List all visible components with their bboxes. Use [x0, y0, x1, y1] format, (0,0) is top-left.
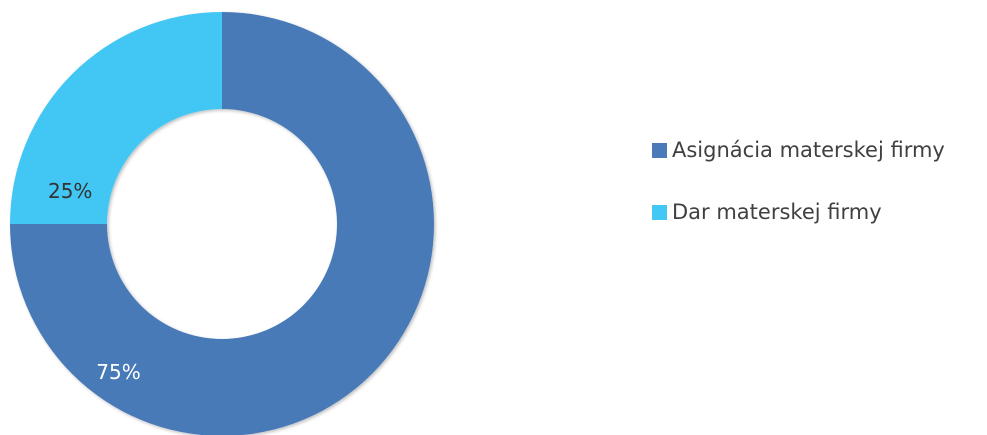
legend-label-dar: Dar materskej firmy — [672, 200, 882, 224]
legend-item-asignacia: Asignácia materskej firmy — [652, 135, 945, 165]
slice-dar — [10, 12, 222, 224]
legend-item-dar: Dar materskej firmy — [652, 197, 945, 227]
data-label-asignacia: 75% — [96, 360, 140, 384]
legend-label-asignacia: Asignácia materskej firmy — [672, 138, 945, 162]
legend: Asignácia materskej firmy Dar materskej … — [652, 135, 945, 259]
slice-asignacia — [10, 12, 434, 435]
data-label-dar: 25% — [48, 179, 92, 203]
legend-swatch-asignacia — [652, 142, 667, 158]
legend-swatch-dar — [652, 204, 667, 220]
data-labels-group: 75% 25% — [48, 179, 141, 384]
slices-group — [10, 12, 434, 435]
